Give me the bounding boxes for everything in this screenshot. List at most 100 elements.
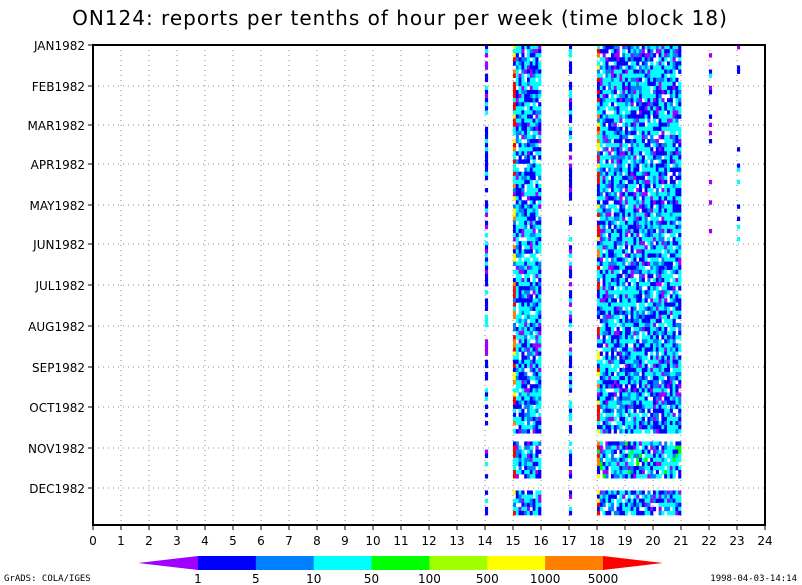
heatmap-cell	[633, 331, 637, 336]
heatmap-cell	[538, 421, 542, 426]
heatmap-cell	[622, 400, 626, 405]
heatmap-cell	[639, 282, 643, 287]
heatmap-cell	[602, 273, 606, 279]
heatmap-cell	[535, 265, 539, 271]
heatmap-cell	[611, 506, 615, 512]
heatmap-cell	[535, 416, 539, 422]
heatmap-cell	[653, 282, 657, 287]
heatmap-cell	[513, 89, 517, 95]
heatmap-cell	[669, 310, 673, 316]
heatmap-cell	[518, 89, 522, 95]
heatmap-cell	[641, 237, 645, 242]
heatmap-cell	[664, 49, 668, 54]
heatmap-cell	[644, 233, 648, 238]
heatmap-cell	[527, 61, 531, 66]
heatmap-cell	[602, 286, 606, 291]
heatmap-cell	[535, 400, 539, 405]
heatmap-cell	[513, 102, 517, 107]
heatmap-cell	[672, 241, 676, 246]
heatmap-cell	[627, 139, 631, 144]
heatmap-cell	[633, 208, 637, 213]
heatmap-cell	[485, 106, 489, 111]
heatmap-cell	[647, 461, 651, 467]
heatmap-cell	[619, 85, 623, 91]
heatmap-cell	[641, 139, 645, 144]
heatmap-cell	[613, 490, 617, 495]
heatmap-cell	[636, 61, 640, 66]
heatmap-cell	[597, 130, 601, 136]
heatmap-cell	[667, 118, 671, 123]
heatmap-cell	[647, 490, 651, 495]
heatmap-cell	[605, 445, 609, 450]
heatmap-cell	[602, 474, 606, 479]
heatmap-cell	[672, 470, 676, 475]
heatmap-cell	[597, 498, 601, 504]
heatmap-cell	[602, 69, 606, 74]
heatmap-cell	[515, 494, 519, 499]
heatmap-cell	[597, 298, 601, 303]
heatmap-cell	[633, 61, 637, 66]
heatmap-cell	[658, 147, 662, 152]
heatmap-cell	[597, 253, 601, 258]
heatmap-cell	[613, 347, 617, 352]
heatmap-cell	[667, 376, 671, 381]
heatmap-cell	[515, 61, 519, 66]
heatmap-cell	[538, 241, 542, 246]
heatmap-cell	[518, 265, 522, 271]
heatmap-cell	[513, 237, 517, 242]
heatmap-cell	[521, 453, 525, 459]
heatmap-cell	[597, 159, 601, 164]
heatmap-cell	[485, 134, 489, 140]
heatmap-cell	[672, 392, 676, 397]
heatmap-cell	[672, 208, 676, 213]
heatmap-cell	[605, 384, 609, 389]
heatmap-cell	[485, 245, 489, 250]
heatmap-cell	[627, 494, 631, 499]
heatmap-cell	[678, 449, 682, 454]
heatmap-cell	[535, 163, 539, 168]
heatmap-cell	[627, 192, 631, 197]
heatmap-cell	[650, 81, 654, 87]
heatmap-cell	[664, 265, 668, 271]
heatmap-cell	[622, 331, 626, 336]
heatmap-cell	[616, 294, 620, 299]
heatmap-cell	[655, 388, 659, 393]
heatmap-cell	[569, 85, 573, 91]
heatmap-cell	[661, 196, 665, 201]
heatmap-cell	[669, 470, 673, 475]
heatmap-cell	[625, 273, 629, 279]
heatmap-cell	[647, 404, 651, 410]
heatmap-cell	[515, 318, 519, 324]
heatmap-cell	[672, 155, 676, 160]
heatmap-cell	[658, 61, 662, 66]
heatmap-cell	[521, 57, 525, 62]
heatmap-cell	[625, 355, 629, 360]
heatmap-cell	[622, 61, 626, 66]
heatmap-cell	[608, 421, 612, 426]
heatmap-cell	[611, 273, 615, 279]
heatmap-cell	[532, 81, 536, 87]
heatmap-cell	[678, 61, 682, 66]
heatmap-cell	[664, 396, 668, 401]
heatmap-cell	[608, 167, 612, 172]
heatmap-cell	[625, 506, 629, 512]
heatmap-cell	[611, 147, 615, 152]
heatmap-cell	[622, 69, 626, 74]
heatmap-cell	[605, 216, 609, 222]
heatmap-cell	[644, 110, 648, 115]
heatmap-cell	[653, 257, 657, 262]
heatmap-cell	[599, 94, 603, 99]
heatmap-cell	[619, 102, 623, 107]
heatmap-cell	[524, 171, 528, 177]
heatmap-cell	[672, 220, 676, 226]
heatmap-cell	[611, 400, 615, 405]
heatmap-cell	[569, 273, 573, 279]
heatmap-cell	[675, 98, 679, 103]
heatmap-cell	[622, 355, 626, 360]
heatmap-cell	[655, 470, 659, 475]
heatmap-cell	[569, 89, 573, 95]
heatmap-cell	[633, 147, 637, 152]
heatmap-cell	[535, 245, 539, 250]
heatmap-cell	[641, 159, 645, 164]
heatmap-cell	[608, 134, 612, 140]
